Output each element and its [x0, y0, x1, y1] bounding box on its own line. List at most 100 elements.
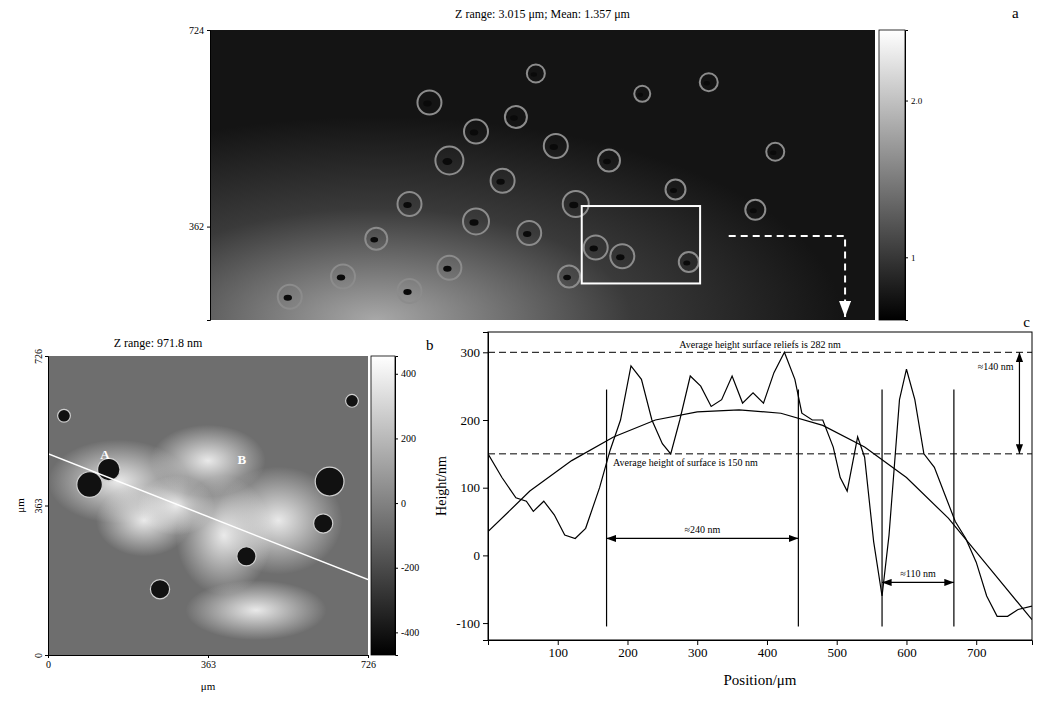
image-ground — [48, 356, 368, 655]
y-axis: 0 363 726 — [33, 349, 49, 658]
plot-area — [488, 352, 1032, 626]
surface-ring — [527, 65, 545, 83]
tick-label: 200 — [401, 433, 416, 444]
surface-pit — [77, 472, 103, 498]
tick-label: 500 — [827, 645, 847, 660]
zoom-arrow — [729, 236, 845, 317]
figure: 362 724 Z range: 3.015 μm; Mean: 1.357 μm 2… — [0, 0, 1039, 709]
tick-label: 726 — [33, 349, 44, 364]
tick: -100 — [456, 616, 488, 631]
tick-mark — [45, 506, 48, 507]
surface-ring — [435, 147, 463, 175]
tick-label: 0 — [46, 659, 51, 670]
tick-label: 2.0 — [911, 96, 923, 106]
zoom-box — [582, 206, 700, 283]
tick: 726 — [361, 655, 376, 670]
tick: 726 — [33, 349, 48, 364]
colorbar-axis: 2.01 — [905, 31, 923, 321]
surface-pit — [315, 467, 344, 496]
series-line — [488, 410, 1032, 620]
surface-pit — [670, 188, 677, 193]
panel-c: ≈240 nm≈110 nm≈140 nmAverage height surf… — [434, 314, 1033, 688]
surface-pit — [531, 72, 537, 77]
tick-label: 0 — [33, 653, 44, 658]
image — [210, 30, 875, 320]
tick-mark — [483, 623, 488, 624]
span-label: ≈110 nm — [900, 568, 936, 579]
point-label: A — [100, 447, 110, 462]
axis-line — [396, 357, 399, 656]
surface-pit — [550, 144, 558, 150]
image-ground — [210, 30, 875, 320]
tick-label: 100 — [548, 645, 568, 660]
tick-label: -100 — [456, 616, 480, 631]
tick-label: 200 — [461, 413, 481, 428]
tick: -200 — [395, 562, 419, 573]
reference-line — [488, 453, 1032, 454]
image — [48, 356, 368, 655]
surface-pit — [403, 289, 411, 295]
surface-bright — [138, 476, 215, 536]
tick: 100 — [548, 640, 568, 660]
tick-label: 300 — [688, 645, 708, 660]
title: Z range: 3.015 μm; Mean: 1.357 μm — [455, 7, 631, 21]
tick: 700 — [967, 640, 987, 660]
tick: 0 — [46, 655, 51, 670]
tick-mark — [395, 503, 398, 504]
surface-pit — [58, 409, 71, 422]
tick-mark — [395, 568, 398, 569]
tick-label: 0 — [474, 548, 481, 563]
reference-line — [488, 352, 1032, 353]
surface-ring — [558, 266, 580, 288]
surface-pit — [150, 580, 169, 599]
series-line — [488, 352, 1032, 616]
tick: 2.0 — [905, 96, 923, 106]
tick-label: 600 — [897, 645, 917, 660]
tick-mark — [905, 257, 908, 258]
tick: 362 — [189, 221, 210, 232]
axis-line — [45, 357, 49, 656]
profile-line — [48, 454, 368, 580]
surface-pit — [637, 93, 643, 97]
surface-ring — [700, 73, 718, 91]
span-label: ≈240 nm — [685, 524, 721, 535]
span-arrow — [882, 582, 954, 583]
tick-label: 400 — [758, 645, 778, 660]
surface-pit — [603, 159, 611, 165]
tick: 0 — [395, 498, 406, 509]
tick-label: 200 — [618, 645, 638, 660]
axis-line — [49, 656, 369, 659]
tick-mark — [368, 655, 369, 658]
tick: 0 — [33, 653, 48, 658]
axis-line — [906, 31, 909, 321]
x-axis-title: Position/μm — [723, 672, 796, 688]
surface-ring — [491, 169, 515, 193]
surface-ring — [398, 192, 422, 216]
tick-mark — [45, 356, 48, 357]
tick: 363 — [33, 499, 48, 514]
point-label: B — [238, 452, 247, 467]
surface-pit — [469, 219, 478, 226]
surface-pit — [314, 514, 333, 533]
surface-pit — [443, 158, 453, 165]
panel-a: 362 724 Z range: 3.015 μm; Mean: 1.357 μm 2… — [189, 5, 1019, 321]
y-axis: 362 724 — [189, 25, 211, 321]
surface-pit — [443, 266, 451, 272]
y-axis-title: μm — [14, 498, 26, 513]
surface-pit — [683, 261, 690, 266]
surface-ring — [505, 106, 527, 128]
tick-mark — [483, 488, 488, 489]
tick-mark — [483, 555, 488, 556]
tick: 200 — [618, 640, 638, 660]
tick-label: 724 — [189, 25, 204, 36]
axis-line — [207, 31, 211, 321]
surface-pit — [750, 208, 757, 213]
axis-line — [483, 333, 489, 641]
x-axis: 0363726 — [46, 655, 376, 670]
surface-pit — [563, 275, 571, 281]
tick-mark — [207, 30, 210, 31]
surface-ring — [598, 150, 620, 172]
tick-label: 1 — [911, 253, 916, 263]
surface-ring — [610, 244, 634, 268]
surface-ring — [584, 236, 608, 260]
